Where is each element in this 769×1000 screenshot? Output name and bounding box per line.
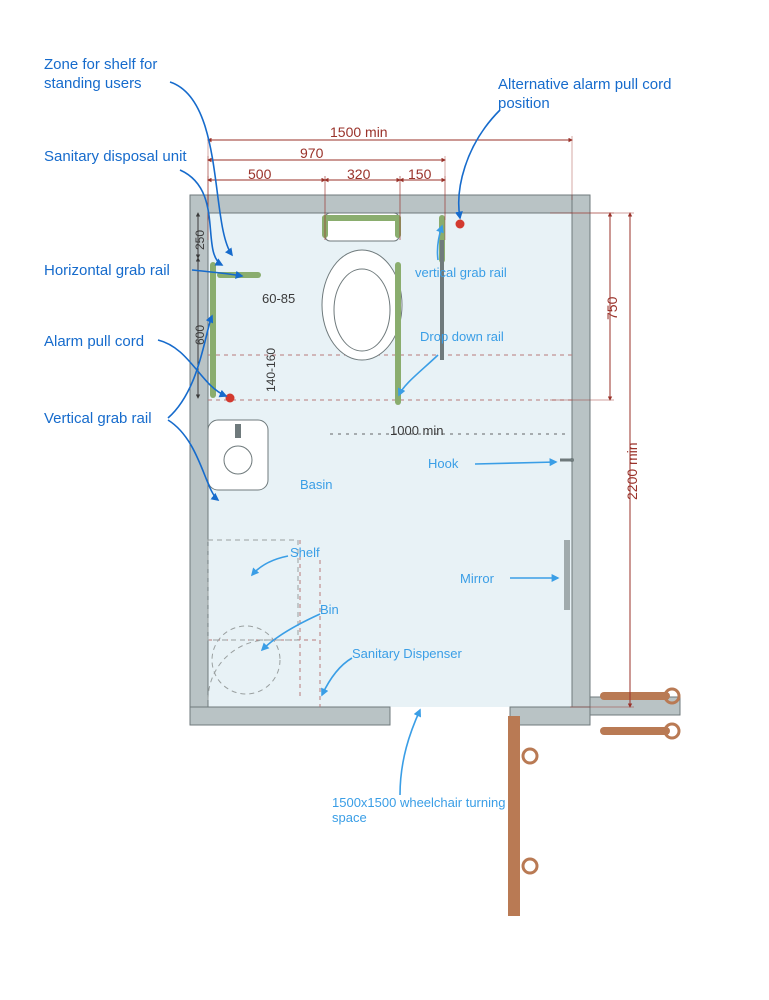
label-sanitary-disposal: Sanitary disposal unit [44, 148, 204, 167]
label-drop-down-rail: Drop down rail [420, 329, 504, 344]
dim-60-85: 60-85 [262, 292, 295, 306]
dim-1500min: 1500 min [330, 124, 388, 140]
label-hook: Hook [428, 456, 458, 471]
label-vgrab-right: vertical grab rail [415, 265, 507, 280]
label-shelf: Shelf [290, 545, 320, 560]
dim-250: 250 [193, 230, 207, 250]
label-turning-space: 1500x1500 wheelchair turning space [332, 795, 532, 825]
label-bin: Bin [320, 602, 339, 617]
label-alt-alarm: Alternative alarm pull cord position [498, 76, 678, 114]
label-zone-shelf: Zone for shelf for standing users [44, 56, 204, 94]
label-alarm-pull-cord: Alarm pull cord [44, 333, 204, 352]
dim-2200min: 2200 min [624, 442, 640, 500]
label-horizontal-grab-rail: Horizontal grab rail [44, 262, 204, 281]
dim-750: 750 [604, 297, 620, 320]
label-mirror: Mirror [460, 571, 494, 586]
dim-140-160: 140-160 [264, 348, 278, 392]
dim-600: 600 [193, 325, 207, 345]
dim-1000min: 1000 min [390, 423, 443, 438]
diagram-stage: Zone for shelf for standing users Altern… [0, 0, 769, 1000]
dim-150: 150 [408, 166, 431, 182]
label-vertical-grab-rail: Vertical grab rail [44, 410, 204, 429]
label-sanitary-dispenser: Sanitary Dispenser [352, 646, 462, 661]
label-basin: Basin [300, 477, 333, 492]
dim-500: 500 [248, 166, 271, 182]
dim-970: 970 [300, 145, 323, 161]
dim-320: 320 [347, 166, 370, 182]
